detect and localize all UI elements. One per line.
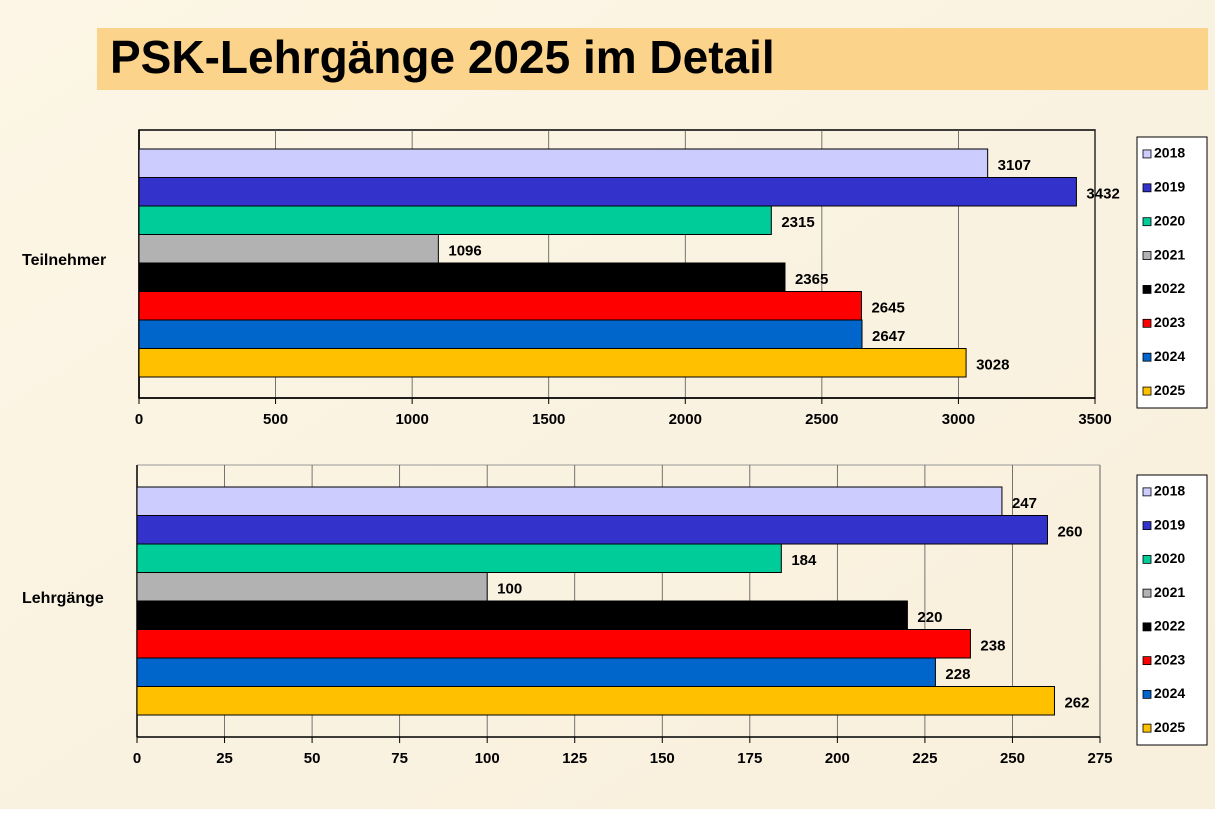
- legend-label: 2020: [1154, 550, 1185, 566]
- x-tick-label: 2000: [669, 411, 702, 428]
- category-label: Teilnehmer: [22, 252, 106, 269]
- bar: [138, 262, 786, 292]
- legend-label: 2019: [1154, 179, 1185, 195]
- legend-swatch: [1142, 622, 1152, 632]
- bar: [138, 148, 989, 178]
- x-tick-label: 125: [562, 750, 587, 767]
- x-tick-label: 75: [391, 750, 408, 767]
- bar: [136, 686, 1055, 716]
- legend-swatch: [1142, 183, 1152, 193]
- category-label: Lehrgänge: [22, 590, 104, 607]
- legend-swatch: [1142, 656, 1152, 666]
- data-label: 2645: [871, 300, 904, 317]
- x-tick-label: 1500: [532, 411, 565, 428]
- bar: [136, 486, 1003, 516]
- bar: [138, 348, 967, 378]
- bar: [136, 515, 1048, 545]
- legend-box: [1136, 136, 1208, 409]
- bar: [136, 543, 782, 573]
- bar: [138, 234, 439, 264]
- data-label: 260: [1057, 524, 1082, 541]
- x-tick-label: 200: [825, 750, 850, 767]
- x-tick-label: 3500: [1078, 411, 1111, 428]
- legend-swatch: [1142, 487, 1152, 497]
- data-label: 184: [791, 552, 817, 569]
- legend-swatch: [1142, 285, 1152, 294]
- legend-swatch: [1142, 723, 1152, 733]
- x-tick-label: 500: [263, 411, 288, 428]
- title-banner: [97, 28, 1208, 90]
- legend-label: 2024: [1154, 348, 1185, 364]
- x-tick-label: 150: [650, 750, 675, 767]
- bar: [138, 177, 1077, 207]
- slide-title: PSK-Lehrgänge 2025 im Detail: [110, 31, 775, 83]
- data-label: 2365: [795, 271, 828, 288]
- legend-label: 2021: [1154, 584, 1185, 600]
- x-tick-label: 50: [304, 750, 321, 767]
- legend-swatch: [1142, 554, 1152, 564]
- bar: [138, 319, 863, 349]
- x-tick-label: 2500: [805, 411, 838, 428]
- x-tick-label: 0: [133, 750, 141, 767]
- data-label: 3107: [998, 157, 1031, 174]
- x-tick-label: 275: [1087, 750, 1112, 767]
- data-label: 2647: [872, 328, 905, 345]
- legend-label: 2024: [1154, 685, 1185, 701]
- legend-label: 2019: [1154, 516, 1185, 532]
- data-label: 1096: [448, 243, 481, 260]
- data-label: 100: [497, 581, 522, 598]
- legend-label: 2022: [1154, 280, 1185, 296]
- x-tick-label: 225: [912, 750, 937, 767]
- legend-label: 2020: [1154, 212, 1185, 228]
- x-tick-label: 3000: [942, 411, 975, 428]
- data-label: 238: [980, 638, 1005, 655]
- x-tick-label: 1000: [395, 411, 428, 428]
- x-tick-label: 0: [135, 411, 143, 428]
- legend-swatch: [1142, 318, 1152, 328]
- x-tick-label: 250: [1000, 750, 1025, 767]
- legend-label: 2025: [1154, 719, 1185, 735]
- data-label: 262: [1064, 695, 1089, 712]
- x-tick-label: 25: [216, 750, 233, 767]
- data-label: 3028: [976, 357, 1009, 374]
- data-label: 3432: [1086, 186, 1119, 203]
- x-tick-label: 175: [737, 750, 762, 767]
- legend-label: 2023: [1154, 651, 1185, 667]
- legend-label: 2025: [1154, 382, 1185, 398]
- legend-label: 2022: [1154, 618, 1185, 634]
- legend-box: [1136, 474, 1208, 746]
- bar: [136, 572, 488, 602]
- bar: [138, 205, 772, 235]
- x-tick-label: 100: [475, 750, 500, 767]
- legend-label: 2018: [1154, 483, 1185, 499]
- legend-swatch: [1142, 251, 1152, 260]
- bar: [136, 600, 908, 630]
- legend-swatch: [1142, 588, 1152, 598]
- legend-swatch: [1142, 352, 1152, 362]
- legend-swatch: [1142, 217, 1152, 227]
- bar: [136, 657, 936, 687]
- data-label: 2315: [781, 214, 814, 231]
- bar: [136, 629, 971, 659]
- bar: [138, 291, 862, 321]
- legend-label: 2023: [1154, 314, 1185, 330]
- legend-swatch: [1142, 386, 1152, 396]
- data-label: 247: [1012, 495, 1037, 512]
- legend-swatch: [1142, 689, 1152, 699]
- legend-swatch: [1142, 149, 1152, 159]
- legend-swatch: [1142, 521, 1152, 531]
- legend-label: 2018: [1154, 145, 1185, 161]
- data-label: 228: [945, 666, 970, 683]
- data-label: 220: [917, 609, 942, 626]
- legend-label: 2021: [1154, 246, 1185, 262]
